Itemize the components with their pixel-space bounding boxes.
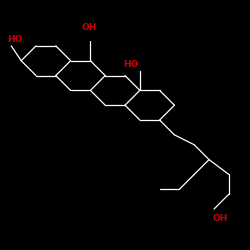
Text: HO: HO: [123, 60, 138, 69]
Text: OH: OH: [213, 214, 228, 224]
Text: HO: HO: [8, 35, 23, 44]
Text: OH: OH: [82, 23, 97, 32]
